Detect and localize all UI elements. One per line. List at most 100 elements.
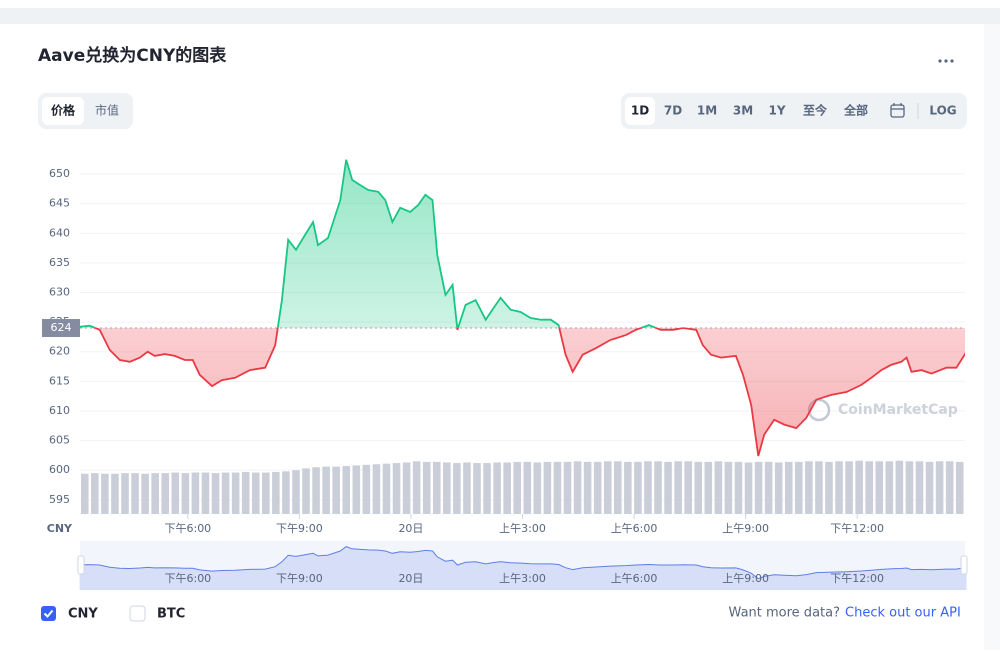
volume-bar xyxy=(352,465,361,514)
volume-bar xyxy=(422,461,431,514)
volume-bar xyxy=(845,461,853,514)
top-band xyxy=(0,8,1000,24)
x-tick-label: 上午9:00 xyxy=(722,522,769,535)
api-link[interactable]: Check out our API xyxy=(845,606,961,621)
nav-tick-label: 上午9:00 xyxy=(722,572,769,585)
volume-bar xyxy=(282,471,290,514)
x-tick-label: 下午6:00 xyxy=(164,522,211,535)
nav-tick-label: 上午3:00 xyxy=(499,572,546,585)
range-active xyxy=(625,97,655,125)
nav-tick-label: 下午9:00 xyxy=(276,572,323,585)
volume-bar xyxy=(905,461,914,514)
nav-tick-label: 下午6:00 xyxy=(164,572,211,585)
y-tick-label: 645 xyxy=(49,197,70,210)
log-button[interactable]: LOG xyxy=(929,104,956,118)
volume-bar xyxy=(473,463,481,514)
volume-bar xyxy=(774,462,783,514)
volume-bar xyxy=(714,461,723,514)
volume-bar xyxy=(865,461,873,514)
range-button[interactable]: 1M xyxy=(697,104,717,118)
more-menu[interactable] xyxy=(938,59,954,63)
volume-bar xyxy=(402,462,411,514)
y-tick-label: 640 xyxy=(49,226,70,239)
nav-area xyxy=(79,546,967,590)
baseline-label-bg xyxy=(42,319,80,338)
volume-bar xyxy=(181,473,190,514)
range-button[interactable]: 3M xyxy=(733,104,753,118)
volume-bar xyxy=(101,473,109,514)
volume-bar xyxy=(603,461,612,514)
range-button[interactable]: 全部 xyxy=(843,103,868,118)
range-button[interactable]: 至今 xyxy=(803,103,828,118)
price-line-down xyxy=(92,328,965,457)
volume-bar xyxy=(332,466,340,514)
x-tick-label: 下午12:00 xyxy=(830,522,884,535)
volume-bar xyxy=(744,462,753,514)
y-tick-label: 605 xyxy=(49,434,70,447)
area-up xyxy=(80,159,965,329)
tab[interactable]: 价格 xyxy=(51,103,76,118)
volume-bar xyxy=(935,461,944,514)
volume-bar xyxy=(302,468,310,514)
volume-bar xyxy=(533,462,542,514)
legend-btc[interactable] xyxy=(129,605,146,622)
range-button[interactable]: 7D xyxy=(664,104,682,118)
volume-bar xyxy=(563,461,572,514)
price-line-up xyxy=(80,159,690,329)
volume-bar xyxy=(272,471,280,514)
volume-bar xyxy=(573,461,582,514)
volume-bar xyxy=(684,461,692,514)
range-button[interactable]: 1Y xyxy=(768,104,785,118)
volume-bar xyxy=(322,466,330,514)
volume-bar xyxy=(835,461,843,514)
volume-bar xyxy=(945,461,954,514)
tab-active xyxy=(42,97,84,125)
volume-bar xyxy=(493,462,501,514)
volume-bar xyxy=(955,461,964,514)
volume-bar xyxy=(111,473,119,514)
range-button[interactable]: 1D xyxy=(631,104,649,118)
volume-bar xyxy=(463,462,471,514)
volume-bar xyxy=(342,466,351,514)
y-tick-label: 610 xyxy=(49,404,70,417)
footer-text: Want more data? xyxy=(729,606,840,621)
volume-bar xyxy=(885,461,894,514)
nav-handle[interactable] xyxy=(960,555,968,575)
calendar-icon[interactable] xyxy=(890,103,905,118)
volume-bar xyxy=(251,472,260,514)
baseline-label: 624 xyxy=(51,321,72,334)
volume-bar xyxy=(895,460,904,514)
volume-bar xyxy=(171,472,180,514)
volume-bar xyxy=(654,461,662,514)
x-tick-label: 20日 xyxy=(398,522,423,535)
volume-bar xyxy=(241,471,250,514)
volume-bar xyxy=(624,461,632,514)
volume-bar xyxy=(201,472,210,514)
volume-bar xyxy=(382,463,391,514)
volume-bar xyxy=(312,467,320,514)
legend-cny[interactable] xyxy=(41,606,56,621)
volume-bar xyxy=(483,463,491,514)
volume-bar xyxy=(81,473,89,514)
volume-bar xyxy=(221,472,230,514)
volume-bar xyxy=(412,461,421,514)
volume-bar xyxy=(141,473,149,514)
volume-bar xyxy=(523,461,532,514)
volume-bar xyxy=(875,461,884,514)
volume-bar xyxy=(784,461,793,514)
y-tick-label: 635 xyxy=(49,256,70,269)
volume-bar xyxy=(704,461,713,514)
volume-bar xyxy=(131,473,139,514)
nav-handle[interactable] xyxy=(77,555,85,575)
y-tick-label: 630 xyxy=(49,285,70,298)
volume-bar xyxy=(503,462,511,514)
x-tick-label: 上午6:00 xyxy=(611,522,658,535)
volume-bar xyxy=(453,463,461,514)
volume-bar xyxy=(925,461,934,514)
tab[interactable]: 市值 xyxy=(95,103,119,118)
y-tick-label: 595 xyxy=(49,493,70,506)
nav-tick-label: 下午12:00 xyxy=(830,572,884,585)
volume-bar xyxy=(815,461,823,514)
